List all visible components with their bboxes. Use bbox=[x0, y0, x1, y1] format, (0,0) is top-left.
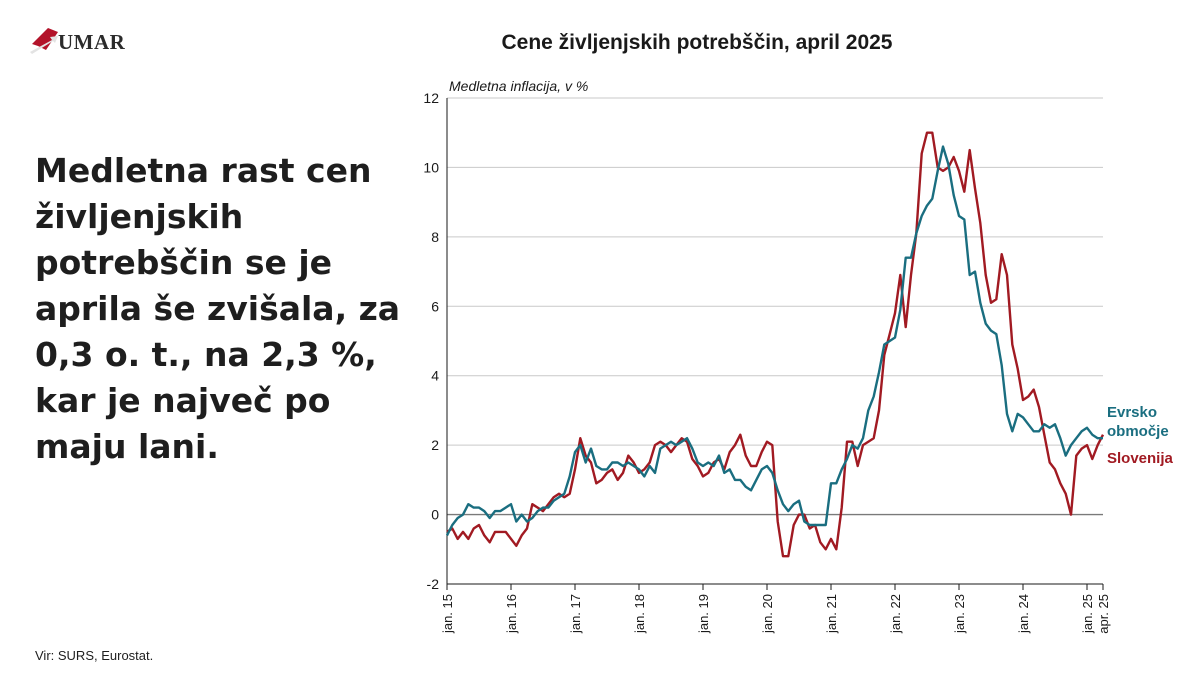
x-axis: jan. 15 jan. 16 jan. 17 jan. 18 jan. 19 jan. … bbox=[440, 98, 1111, 634]
source-note: Vir: SURS, Eurostat. bbox=[35, 648, 154, 663]
umar-logo-mark bbox=[30, 28, 58, 54]
series-labels: Evrsko območje Slovenija bbox=[1107, 404, 1174, 467]
series-label-slovenia: Slovenija bbox=[1107, 450, 1174, 467]
series-label-euro-area: Evrsko območje bbox=[1107, 404, 1169, 440]
gridlines bbox=[447, 97, 1103, 585]
series-line bbox=[445, 145, 1103, 536]
x-tick-label: jan. 17 bbox=[568, 594, 583, 634]
y-tick-label: 12 bbox=[423, 90, 439, 106]
y-tick-label: 8 bbox=[431, 229, 439, 245]
brand-name: UMAR bbox=[58, 30, 126, 54]
logo-shape bbox=[32, 28, 58, 50]
x-tick-label: jan. 22 bbox=[888, 594, 903, 634]
x-tick-label: jan. 23 bbox=[952, 594, 967, 634]
chart-title: Cene življenjskih potrebščin, april 2025 bbox=[502, 31, 893, 54]
y-tick-label: 0 bbox=[431, 507, 439, 523]
y-tick-label: 10 bbox=[423, 159, 439, 175]
headline: Medletna rast cen življenjskih potrebšči… bbox=[35, 151, 401, 466]
series-line bbox=[446, 131, 1105, 558]
x-tick-label: apr. 25 bbox=[1096, 594, 1111, 634]
logo-arrow bbox=[30, 36, 58, 54]
series-lines bbox=[445, 131, 1105, 558]
x-tick-label: jan. 19 bbox=[696, 594, 711, 634]
y-tick-label: 6 bbox=[431, 298, 439, 314]
x-tick-label: jan. 25 bbox=[1080, 594, 1095, 634]
x-tick-label: jan. 18 bbox=[632, 594, 647, 634]
y-axis-label: Medletna inflacija, v % bbox=[449, 78, 588, 94]
y-tick-label: -2 bbox=[427, 576, 440, 592]
x-tick-label: jan. 24 bbox=[1016, 594, 1031, 634]
x-tick-label: jan. 15 bbox=[440, 594, 455, 634]
y-tick-label: 4 bbox=[431, 368, 439, 384]
y-tick-labels: -2 0 2 4 6 8 10 12 bbox=[423, 90, 439, 592]
x-tick-label: jan. 21 bbox=[824, 594, 839, 634]
y-tick-label: 2 bbox=[431, 437, 439, 453]
x-tick-label: jan. 16 bbox=[504, 594, 519, 634]
x-tick-label: jan. 20 bbox=[760, 594, 775, 634]
